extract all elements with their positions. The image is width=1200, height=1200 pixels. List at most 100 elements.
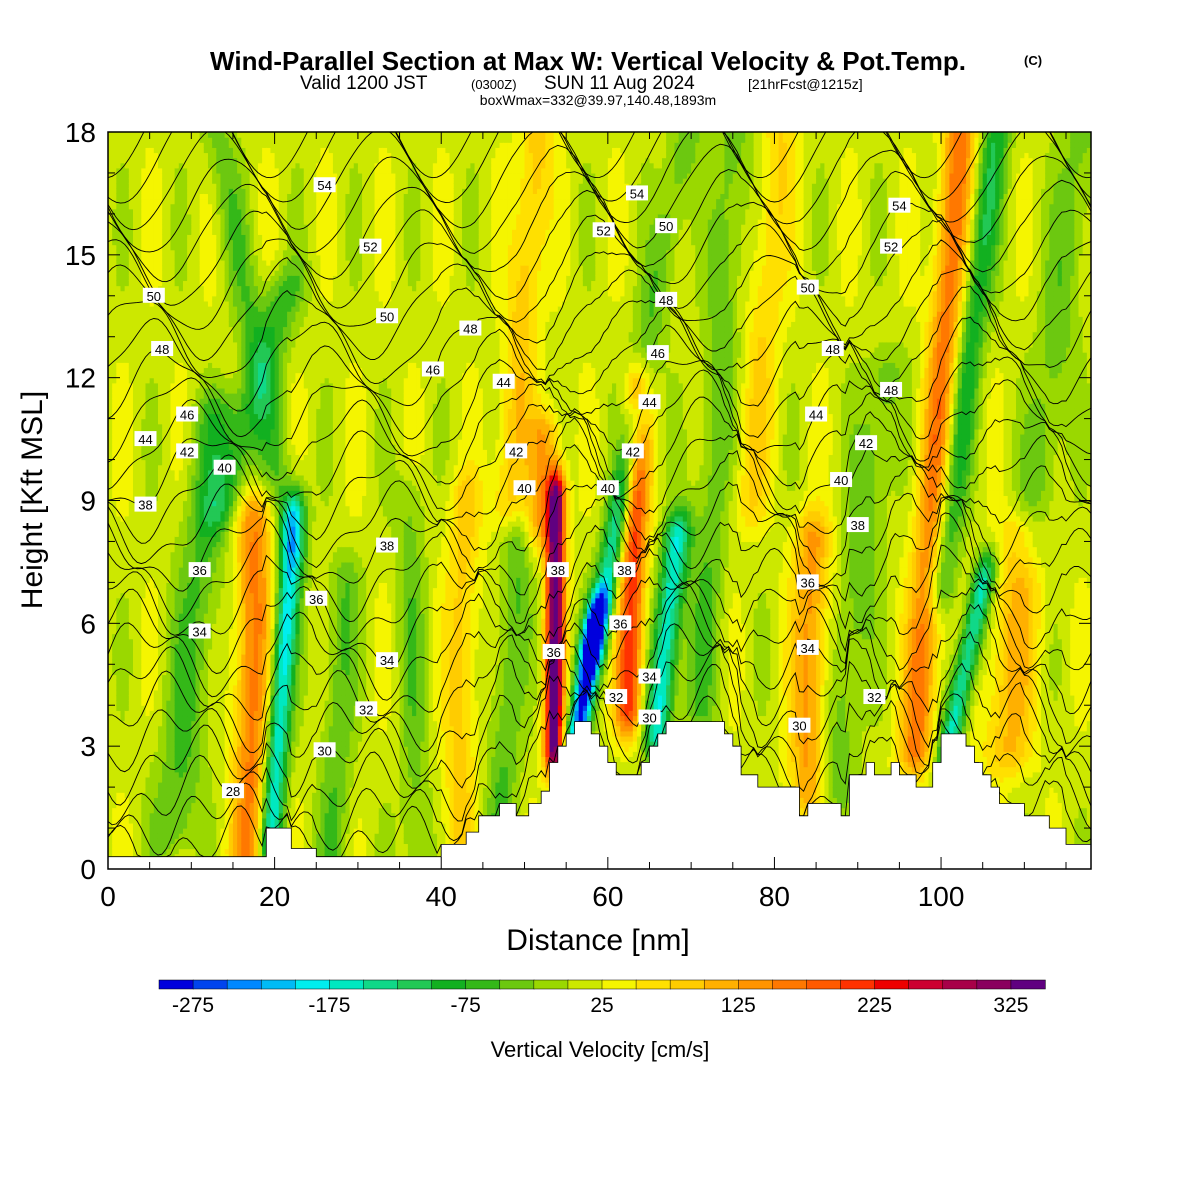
field-cell (212, 321, 217, 327)
field-cell (208, 362, 213, 368)
field-cell (191, 608, 196, 614)
field-cell (191, 521, 196, 527)
field-cell (116, 286, 121, 292)
field-cell (191, 772, 196, 778)
field-cell (175, 715, 180, 721)
field-cell (183, 843, 188, 849)
field-cell (187, 695, 192, 701)
field-cell (233, 767, 238, 773)
field-cell (125, 147, 130, 153)
field-cell (120, 311, 125, 317)
field-cell (208, 531, 213, 537)
field-cell (116, 787, 121, 793)
field-cell (225, 137, 230, 143)
field-cell (237, 301, 242, 307)
field-cell (150, 383, 155, 389)
field-cell (216, 316, 221, 322)
field-cell (175, 495, 180, 501)
field-cell (179, 152, 184, 158)
field-cell (125, 736, 130, 742)
field-cell (179, 485, 184, 491)
field-cell (225, 219, 230, 225)
field-cell (204, 147, 209, 153)
field-cell (162, 454, 167, 460)
field-cell (137, 239, 142, 245)
field-cell (216, 209, 221, 215)
field-cell (216, 767, 221, 773)
field-cell (220, 802, 225, 808)
field-cell (245, 823, 250, 829)
field-cell (179, 147, 184, 153)
field-cell (233, 255, 238, 261)
field-cell (129, 168, 134, 174)
field-cell (241, 460, 246, 466)
field-cell (133, 562, 138, 568)
field-cell (225, 408, 230, 414)
field-cell (125, 787, 130, 793)
field-cell (216, 833, 221, 839)
field-cell (229, 183, 234, 189)
field-cell (229, 664, 234, 670)
field-cell (220, 388, 225, 394)
field-cell (183, 603, 188, 609)
field-cell (179, 275, 184, 281)
field-cell (183, 465, 188, 471)
field-cell (241, 685, 246, 691)
field-cell (204, 398, 209, 404)
field-cell (154, 787, 159, 793)
field-cell (195, 147, 200, 153)
field-cell (166, 741, 171, 747)
field-cell (116, 659, 121, 665)
field-cell (229, 168, 234, 174)
field-cell (166, 552, 171, 558)
field-cell (129, 726, 134, 732)
field-cell (229, 178, 234, 184)
field-cell (150, 178, 155, 184)
field-cell (175, 547, 180, 553)
field-cell (112, 429, 117, 435)
field-cell (241, 168, 246, 174)
field-cell (183, 746, 188, 752)
field-cell (129, 352, 134, 358)
field-cell (229, 398, 234, 404)
field-cell (220, 270, 225, 276)
field-cell (179, 557, 184, 563)
field-cell (241, 419, 246, 425)
field-cell (116, 849, 121, 855)
field-cell (154, 137, 159, 143)
field-cell (137, 158, 142, 164)
field-cell (137, 669, 142, 675)
field-cell (191, 275, 196, 281)
field-cell (183, 731, 188, 737)
field-cell (154, 690, 159, 696)
field-cell (200, 460, 205, 466)
field-cell (225, 342, 230, 348)
field-cell (179, 603, 184, 609)
field-cell (241, 188, 246, 194)
field-cell (245, 219, 250, 225)
field-cell (145, 736, 150, 742)
field-cell (250, 516, 255, 522)
field-cell (116, 132, 121, 138)
field-cell (212, 506, 217, 512)
field-cell (216, 337, 221, 343)
field-cell (191, 214, 196, 220)
field-cell (187, 178, 192, 184)
field-cell (125, 849, 130, 855)
field-cell (112, 843, 117, 849)
field-cell (241, 311, 246, 317)
field-cell (158, 772, 163, 778)
field-cell (120, 480, 125, 486)
field-cell (175, 613, 180, 619)
field-cell (154, 465, 159, 471)
field-cell (141, 199, 146, 205)
field-cell (133, 828, 138, 834)
field-cell (112, 567, 117, 573)
field-cell (241, 485, 246, 491)
field-cell (150, 762, 155, 768)
field-cell (170, 142, 175, 148)
field-cell (166, 787, 171, 793)
field-cell (250, 685, 255, 691)
field-cell (220, 260, 225, 266)
field-cell (145, 199, 150, 205)
